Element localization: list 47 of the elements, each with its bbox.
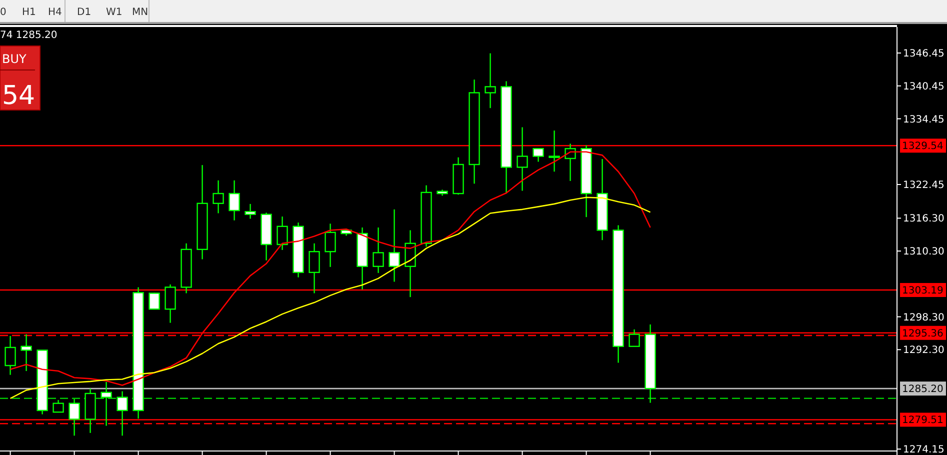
text: D1 xyxy=(77,7,92,18)
candlestick xyxy=(244,203,256,220)
candlestick xyxy=(148,292,160,310)
candlestick xyxy=(4,335,16,376)
candlestick xyxy=(404,230,416,298)
candlestick xyxy=(212,180,224,214)
ref-line-label: 1329.54 xyxy=(902,141,944,152)
text: W1 xyxy=(106,7,122,18)
y-tick-label: 1310.30 xyxy=(903,246,944,258)
y-tick-label: 1292.30 xyxy=(903,345,944,356)
candlestick xyxy=(372,226,384,274)
ref-line-label: 1295.36 xyxy=(902,328,944,340)
candlestick xyxy=(308,242,320,294)
candlestick xyxy=(484,52,496,109)
y-tick-label: 1274.15 xyxy=(903,444,944,455)
candlestick xyxy=(228,180,240,221)
annotation: 54 xyxy=(2,81,36,111)
y-tick-label: 1346.45 xyxy=(903,48,944,60)
candlestick xyxy=(100,381,112,426)
ref-line-label: 1285.20 xyxy=(902,384,944,396)
candlestick xyxy=(20,334,32,372)
candlestick xyxy=(164,284,176,324)
line-series xyxy=(10,196,651,400)
text: MN xyxy=(132,7,148,18)
candlestick xyxy=(276,216,288,251)
y-tick-label: 1334.45 xyxy=(903,114,944,126)
candlestick xyxy=(68,398,80,436)
annotation: 74 1285.20 xyxy=(0,30,58,41)
text: H4 xyxy=(48,7,62,18)
buy-button: BUY 54 xyxy=(0,46,40,111)
candlestick xyxy=(516,126,528,192)
ref-line-label: 1279.51 xyxy=(902,415,944,426)
candlestick xyxy=(52,399,64,413)
candlestick xyxy=(324,223,336,268)
y-tick-label: 1322.45 xyxy=(903,180,944,191)
candlestick xyxy=(548,130,560,172)
text: H1 xyxy=(22,7,36,18)
candlestick xyxy=(628,328,640,347)
y-tick-label: 1298.30 xyxy=(903,312,944,324)
candlestick xyxy=(116,390,128,436)
ref-line-label: 1303.19 xyxy=(902,286,944,296)
y-tick-label: 1340.45 xyxy=(903,81,944,92)
candlestick xyxy=(532,148,544,162)
annotation: BUY xyxy=(2,52,28,66)
candlestick xyxy=(388,208,400,282)
y-tick-label: 1316.30 xyxy=(903,214,944,225)
text: 0 xyxy=(0,7,6,18)
